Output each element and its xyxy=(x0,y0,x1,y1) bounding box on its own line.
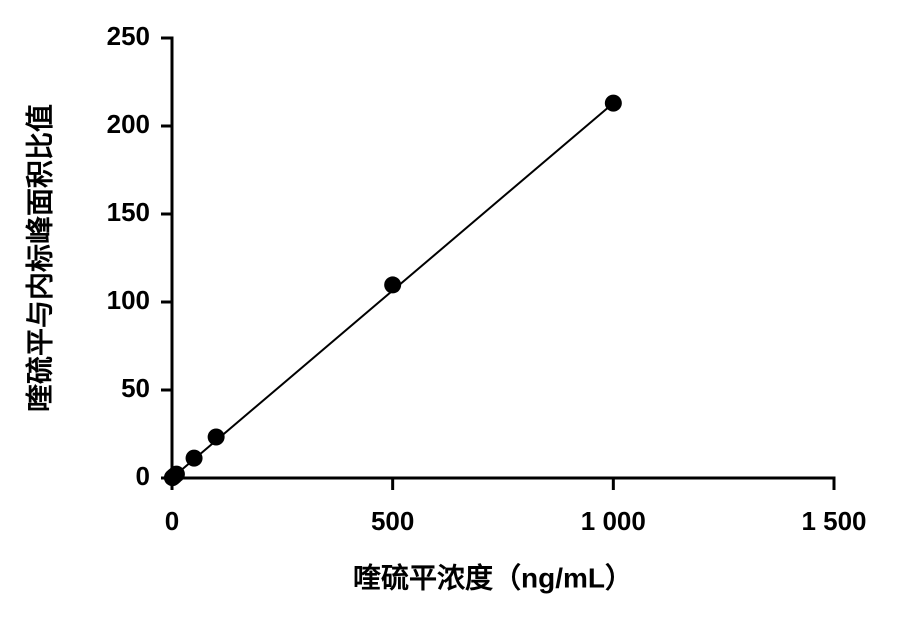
x-tick-label: 0 xyxy=(165,506,179,536)
data-point xyxy=(384,276,402,294)
x-tick-label: 1 500 xyxy=(801,506,866,536)
x-tick-label: 500 xyxy=(371,506,414,536)
data-point xyxy=(207,428,225,446)
data-point xyxy=(604,94,622,112)
y-tick-label: 0 xyxy=(136,461,150,491)
y-tick-label: 50 xyxy=(121,373,150,403)
x-tick-label: 1 000 xyxy=(581,506,646,536)
y-tick-label: 250 xyxy=(107,21,150,51)
data-point xyxy=(185,449,203,467)
y-tick-label: 150 xyxy=(107,197,150,227)
y-tick-label: 100 xyxy=(107,285,150,315)
x-axis-title: 喹硫平浓度（ng/mL） xyxy=(353,561,633,593)
y-tick-label: 200 xyxy=(107,109,150,139)
y-axis-title: 喹硫平与内标峰面积比值 xyxy=(23,104,55,412)
data-point xyxy=(167,465,185,483)
